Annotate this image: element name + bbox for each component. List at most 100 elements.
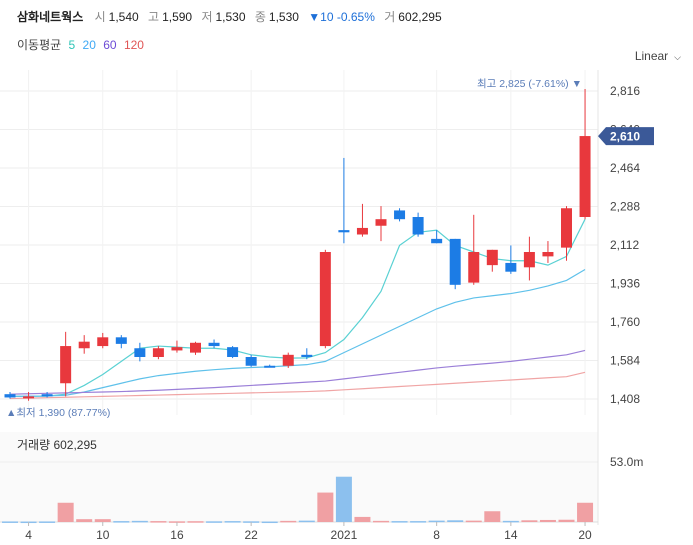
x-tick-label: 8: [433, 528, 440, 542]
high-value: 1,590: [162, 10, 193, 24]
volume-bar: [373, 520, 389, 523]
price-tick-label: 1,408: [610, 392, 640, 406]
candle: [208, 339, 220, 349]
candle: [375, 206, 387, 242]
ma-line-20: [9, 268, 586, 397]
ma-20-label: 20: [82, 38, 96, 52]
candle: [245, 354, 257, 367]
volume-bar: [410, 521, 427, 523]
candle: [23, 392, 35, 401]
max-price-annotation: 최고 2,825 (-7.61%) ▼: [477, 78, 582, 90]
candle: [60, 331, 72, 397]
moving-average-legend[interactable]: 이동평균 5 20 60 120: [17, 36, 148, 53]
volume-bar: [39, 521, 56, 523]
candle-body: [338, 230, 350, 233]
candle-body: [523, 252, 535, 268]
candle-body: [468, 252, 480, 283]
volume-bar: [502, 520, 519, 523]
candle: [523, 236, 535, 281]
candle: [486, 249, 498, 272]
candle-body: [97, 337, 109, 347]
candle-body: [486, 249, 498, 266]
candle-body: [356, 227, 368, 235]
candle-body: [561, 208, 572, 248]
volume-panel: [0, 432, 598, 522]
candle: [542, 241, 554, 263]
price-tick-label: 2,464: [610, 161, 640, 175]
current-price-tag: [598, 127, 654, 146]
candle: [97, 332, 109, 349]
candle-body: [134, 348, 146, 357]
candle-body: [282, 354, 294, 366]
price-tick-label: 2,816: [610, 84, 640, 98]
candle-body: [394, 210, 406, 220]
low-value: 1,530: [215, 10, 246, 24]
volume-bar: [465, 520, 482, 523]
volume-bar: [428, 520, 445, 523]
candle-body: [41, 394, 53, 397]
volume-bar: [280, 520, 297, 523]
volume-bar: [577, 502, 594, 522]
x-tick-label: 22: [244, 528, 258, 542]
candle-body: [431, 238, 443, 244]
candle: [227, 346, 239, 359]
candle: [41, 392, 53, 398]
candle: [561, 206, 572, 261]
candle-body: [190, 342, 201, 353]
candle: [338, 157, 350, 244]
candle: [282, 352, 294, 368]
candle-body: [23, 396, 35, 399]
volume-bar: [206, 521, 223, 523]
candle-body: [115, 337, 127, 344]
candle: [301, 348, 313, 360]
candle: [134, 342, 146, 362]
candle: [356, 203, 368, 237]
volume-bar: [521, 520, 538, 522]
candle-body: [264, 365, 276, 368]
x-tick-label: 4: [25, 528, 32, 542]
volume-bar: [94, 519, 111, 522]
volume-bar: [447, 520, 464, 522]
candle: [319, 249, 331, 349]
close-label: 종: [254, 10, 266, 24]
volume-tick-label: 53.0m: [610, 455, 643, 469]
volume-bar: [298, 520, 315, 523]
volume-label: 거: [384, 10, 396, 24]
candle: [115, 335, 127, 349]
ma-line-60: [9, 349, 586, 395]
candle: [505, 245, 517, 274]
candle-body: [4, 394, 16, 398]
chevron-down-icon: ⌵: [674, 52, 681, 62]
volume-bar: [76, 519, 93, 522]
volume-bar: [391, 521, 408, 523]
ma-line-120: [9, 371, 586, 400]
volume-bar: [484, 511, 501, 522]
ma-legend-title: 이동평균: [17, 38, 62, 52]
scale-dropdown[interactable]: Linear ⌵: [635, 49, 681, 63]
candle-body: [208, 342, 220, 347]
price-tick-label: 2,112: [610, 238, 639, 252]
candle-body: [579, 136, 591, 217]
candle-body: [245, 357, 257, 366]
candle: [171, 340, 183, 353]
volume-value: 602,295: [398, 10, 442, 24]
candle: [4, 392, 16, 399]
candle: [152, 346, 164, 360]
low-label: 저: [201, 10, 213, 24]
candle: [449, 238, 461, 290]
ma-line-5: [10, 218, 586, 397]
candle-body: [505, 262, 517, 272]
open-label: 시: [94, 10, 106, 24]
volume-bar: [539, 519, 556, 522]
candle-body: [171, 347, 183, 351]
volume-bar: [354, 516, 371, 522]
candle: [190, 341, 201, 355]
x-tick-label: 14: [504, 528, 518, 542]
current-price-label: 2,610: [610, 130, 640, 144]
open-value: 1,540: [108, 10, 139, 24]
x-tick-label: 20: [578, 528, 592, 542]
price-tick-label: 1,760: [610, 315, 640, 329]
candle-body: [78, 341, 90, 349]
volume-bar: [57, 502, 74, 522]
